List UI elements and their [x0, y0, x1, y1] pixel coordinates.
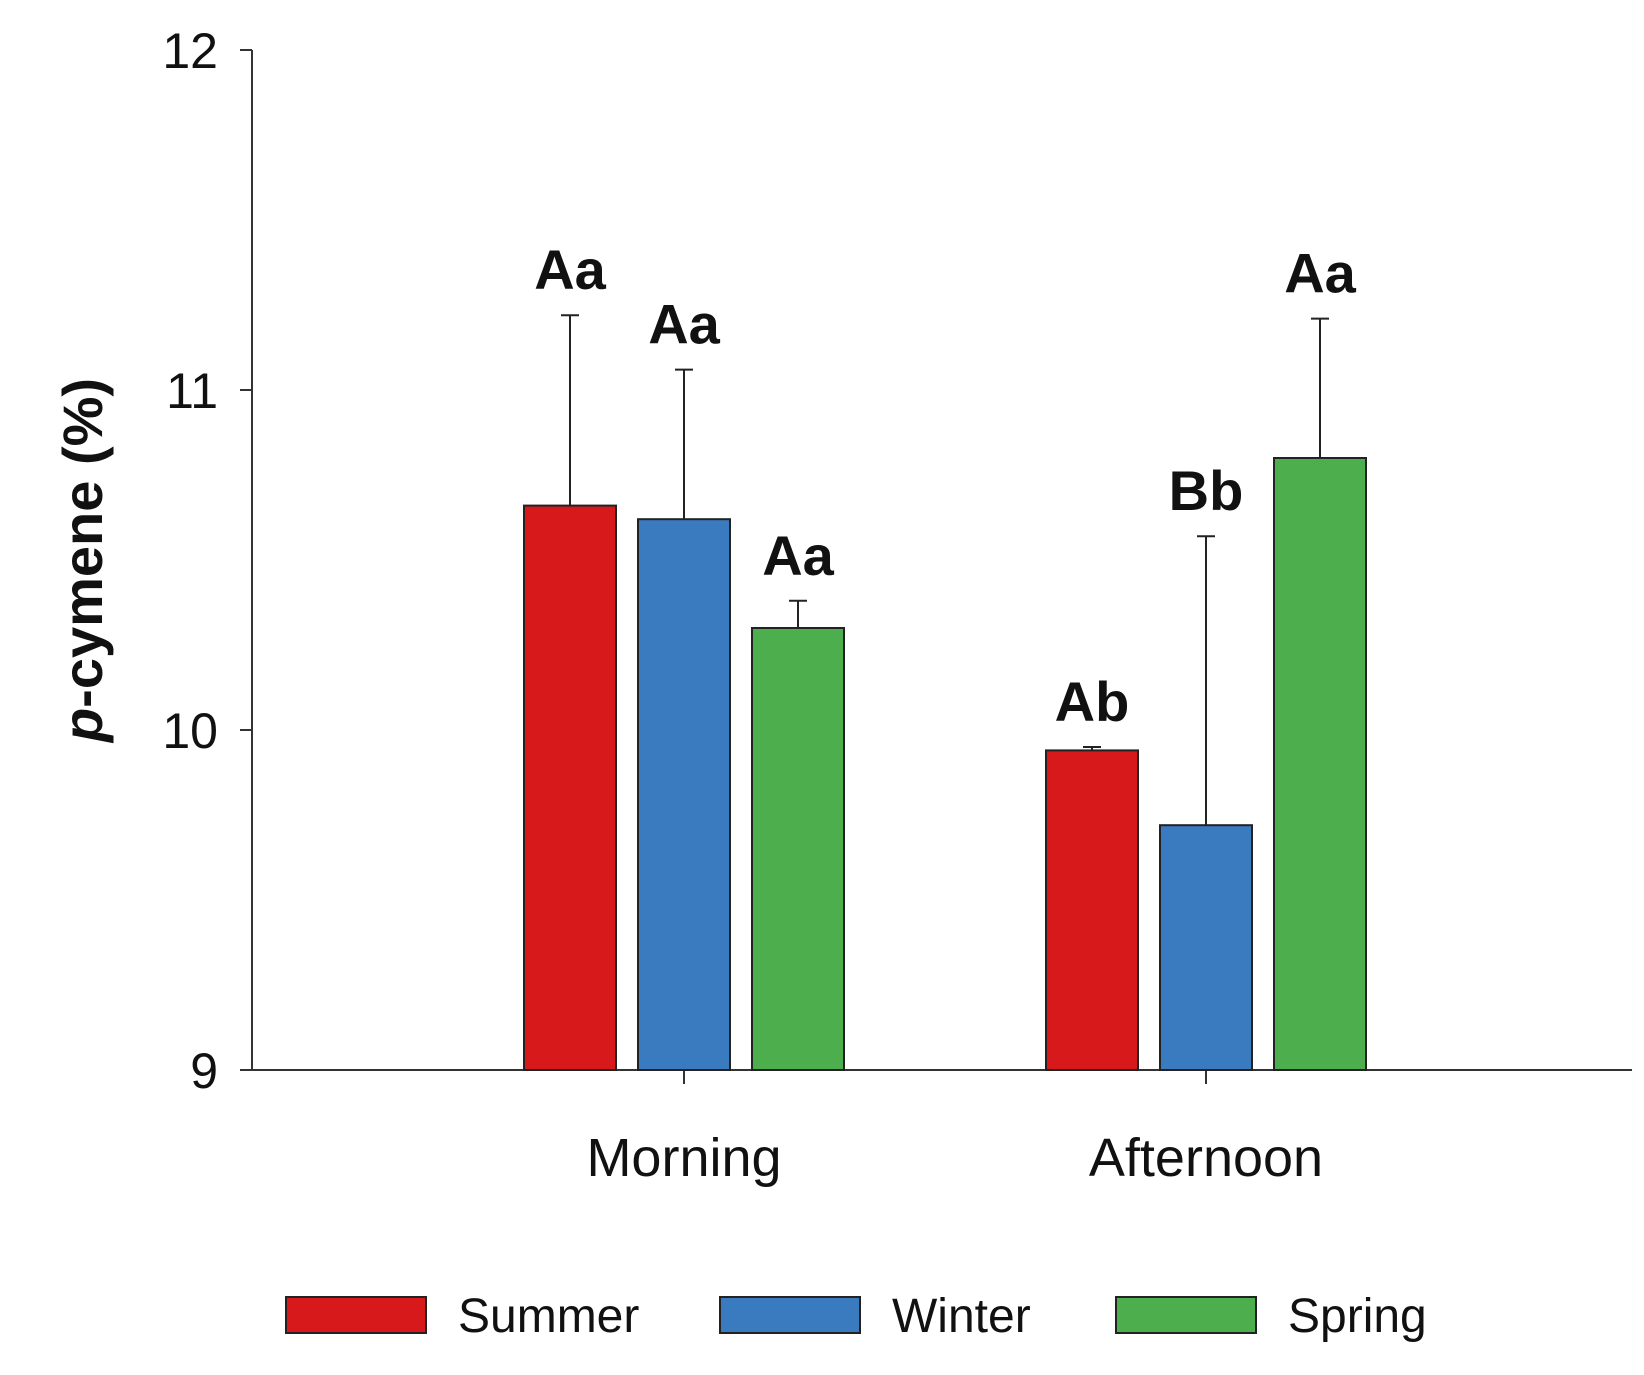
y-tick-label: 11 [166, 363, 218, 419]
significance-label: Aa [762, 524, 834, 587]
bar-spring-morning [751, 627, 845, 1071]
significance-label: Aa [1284, 242, 1356, 305]
significance-label: Bb [1169, 459, 1244, 522]
bar-spring-afternoon [1273, 457, 1367, 1071]
bar-summer-afternoon [1045, 749, 1139, 1072]
x-category-label: Morning [586, 1128, 781, 1188]
y-axis-title-italic: p [51, 708, 114, 744]
legend-label-spring: Spring [1288, 1290, 1427, 1343]
significance-labels: Aa Ab Aa Bb Aa Aa [534, 238, 1356, 733]
y-tick-label: 12 [162, 23, 218, 79]
significance-label: Ab [1055, 670, 1130, 733]
y-axis-title: p-cymene (%) [51, 378, 114, 744]
axes: 9 10 11 12 [162, 23, 1632, 1099]
error-bars [561, 314, 1329, 826]
significance-label: Aa [648, 293, 720, 356]
significance-label: Aa [534, 238, 606, 301]
legend-label-summer: Summer [458, 1290, 639, 1343]
y-axis-title-text: p-cymene (%) [51, 378, 114, 744]
legend: Summer Winter Spring [285, 1290, 1427, 1343]
x-category-label: Afternoon [1089, 1128, 1323, 1188]
y-tick-label: 10 [162, 703, 218, 759]
bar-summer-morning [523, 504, 617, 1072]
legend-label-winter: Winter [892, 1290, 1031, 1343]
bars [523, 457, 1367, 1072]
bar-winter-morning [637, 518, 731, 1071]
x-axis-labels: Morning Afternoon [586, 1128, 1323, 1188]
legend-swatch-spring [1115, 1296, 1257, 1334]
y-axis-title-rest: -cymene (%) [51, 378, 114, 708]
y-tick-label: 9 [190, 1043, 218, 1099]
legend-swatch-winter [719, 1296, 861, 1334]
bar-winter-afternoon [1159, 824, 1253, 1072]
legend-swatch-summer [285, 1296, 427, 1334]
